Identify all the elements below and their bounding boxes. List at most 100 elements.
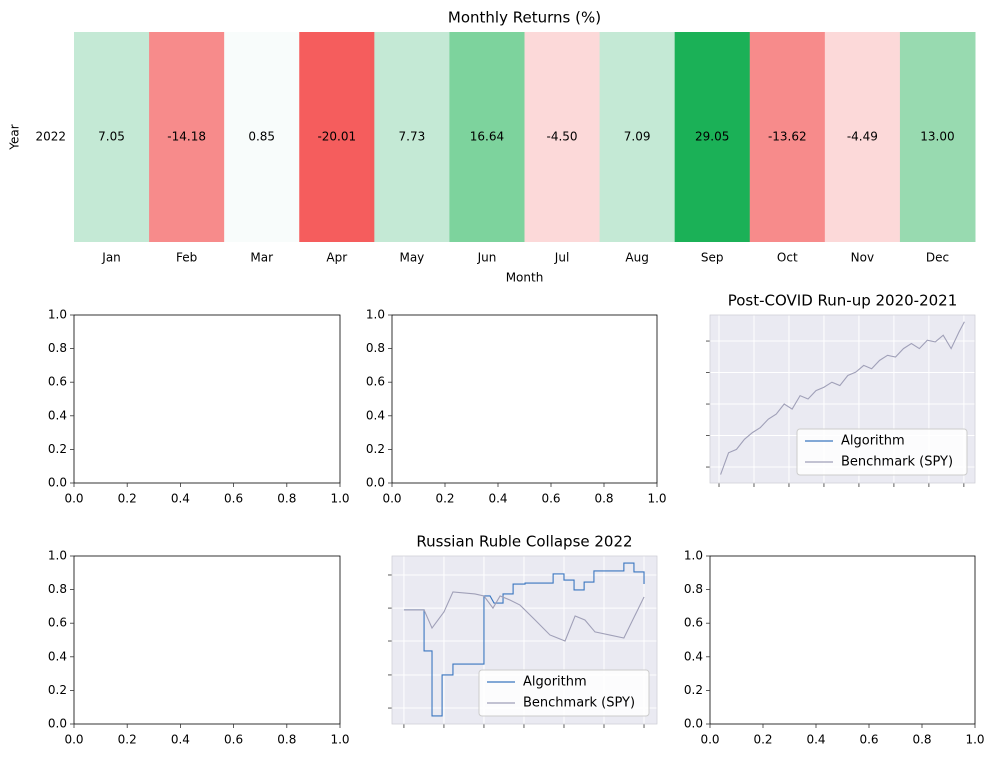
chart-title: Monthly Returns (%) bbox=[448, 9, 601, 27]
heatmap-cell bbox=[749, 32, 826, 242]
y-tick-label: 0.6 bbox=[366, 375, 385, 389]
series-line bbox=[720, 321, 965, 475]
x-tick-label: 1.0 bbox=[330, 492, 349, 506]
y-tick-label: 1.0 bbox=[48, 308, 67, 322]
y-tick-label: 2022 bbox=[35, 130, 66, 144]
heatmap-cell bbox=[74, 32, 150, 242]
x-tick-label: Dec bbox=[926, 251, 949, 265]
x-tick-label: 0.0 bbox=[700, 733, 719, 747]
y-tick-label: 0.8 bbox=[366, 341, 385, 355]
y-tick-label: 0.0 bbox=[48, 476, 67, 490]
x-tick-label: 0.0 bbox=[64, 492, 83, 506]
y-tick-label: 0.4 bbox=[48, 649, 67, 663]
x-tick-label: Feb bbox=[176, 251, 197, 265]
axes-frame bbox=[391, 314, 658, 484]
series-line bbox=[403, 562, 645, 717]
y-tick-label: 0.4 bbox=[366, 408, 385, 422]
x-tick-label: Nov bbox=[851, 251, 874, 265]
heatmap-cell bbox=[674, 32, 751, 242]
legend-box bbox=[478, 669, 650, 717]
legend-label: Algorithm bbox=[841, 434, 905, 449]
y-tick-label: 0.8 bbox=[684, 582, 703, 596]
cell-label: -4.49 bbox=[847, 130, 878, 144]
heatmap-cell bbox=[599, 32, 676, 242]
axes-frame bbox=[709, 555, 976, 725]
x-tick-label: Sep bbox=[701, 251, 724, 265]
cell-label: 7.05 bbox=[98, 130, 125, 144]
y-tick-label: 0.8 bbox=[48, 582, 67, 596]
x-tick-label: 0.8 bbox=[594, 492, 613, 506]
cell-label: 16.64 bbox=[470, 130, 504, 144]
legend-label: Benchmark (SPY) bbox=[841, 455, 953, 470]
x-tick-label: Aug bbox=[625, 251, 648, 265]
x-tick-label: 0.4 bbox=[488, 492, 507, 506]
y-axis-label: Year bbox=[8, 124, 22, 150]
y-tick-label: 0.2 bbox=[48, 683, 67, 697]
cell-label: -4.50 bbox=[547, 130, 578, 144]
y-tick-label: 1.0 bbox=[684, 549, 703, 563]
cell-label: 0.85 bbox=[248, 130, 275, 144]
x-tick-label: 0.4 bbox=[171, 733, 190, 747]
x-tick-label: Jun bbox=[477, 251, 497, 265]
heatmap-cell bbox=[824, 32, 901, 242]
heatmap-cell bbox=[374, 32, 450, 242]
x-tick-label: 0.8 bbox=[912, 733, 931, 747]
x-tick-label: 0.0 bbox=[64, 733, 83, 747]
chart-title: Russian Ruble Collapse 2022 bbox=[416, 533, 632, 551]
y-tick-label: 0.6 bbox=[48, 616, 67, 630]
y-tick-label: 1.0 bbox=[366, 308, 385, 322]
x-tick-label: Oct bbox=[777, 251, 798, 265]
x-tick-label: 0.8 bbox=[277, 492, 296, 506]
series-line bbox=[403, 591, 645, 642]
y-tick-label: 0.2 bbox=[684, 683, 703, 697]
y-tick-label: 0.2 bbox=[366, 442, 385, 456]
cell-label: -14.18 bbox=[167, 130, 206, 144]
x-tick-label: 0.4 bbox=[806, 733, 825, 747]
legend-box bbox=[796, 428, 968, 476]
x-tick-label: 1.0 bbox=[965, 733, 984, 747]
y-tick-label: 0.6 bbox=[48, 375, 67, 389]
cell-label: 7.09 bbox=[624, 130, 651, 144]
cell-label: -13.62 bbox=[768, 130, 807, 144]
y-tick-label: 0.0 bbox=[366, 476, 385, 490]
x-tick-label: May bbox=[399, 251, 424, 265]
x-tick-label: 0.8 bbox=[277, 733, 296, 747]
x-tick-label: 0.0 bbox=[382, 492, 401, 506]
y-tick-label: 0.4 bbox=[48, 408, 67, 422]
heatmap-cell bbox=[224, 32, 300, 242]
heatmap-cell bbox=[449, 32, 525, 242]
cell-label: -20.01 bbox=[317, 130, 356, 144]
x-tick-label: 0.2 bbox=[118, 492, 137, 506]
heatmap-cell bbox=[149, 32, 225, 242]
cell-label: 29.05 bbox=[695, 130, 729, 144]
y-tick-label: 0.4 bbox=[684, 649, 703, 663]
y-tick-label: 0.0 bbox=[684, 717, 703, 731]
x-tick-label: 0.2 bbox=[435, 492, 454, 506]
x-tick-label: Mar bbox=[250, 251, 273, 265]
x-tick-label: 0.6 bbox=[224, 733, 243, 747]
y-tick-label: 0.6 bbox=[684, 616, 703, 630]
y-tick-label: 0.0 bbox=[48, 717, 67, 731]
x-tick-label: 0.2 bbox=[753, 733, 772, 747]
x-tick-label: 0.4 bbox=[171, 492, 190, 506]
axes-frame bbox=[73, 555, 341, 725]
axes-frame bbox=[391, 555, 658, 725]
x-tick-label: 0.6 bbox=[224, 492, 243, 506]
x-tick-label: 1.0 bbox=[647, 492, 666, 506]
legend-label: Benchmark (SPY) bbox=[523, 696, 635, 711]
cell-label: 7.73 bbox=[399, 130, 426, 144]
x-tick-label: Jan bbox=[101, 251, 121, 265]
x-tick-label: 0.2 bbox=[118, 733, 137, 747]
y-tick-label: 0.2 bbox=[48, 442, 67, 456]
y-tick-label: 1.0 bbox=[48, 549, 67, 563]
chart-title: Post-COVID Run-up 2020-2021 bbox=[728, 292, 958, 310]
legend-label: Algorithm bbox=[523, 675, 587, 690]
x-tick-label: 0.6 bbox=[859, 733, 878, 747]
heatmap-cell bbox=[524, 32, 601, 242]
axes-frame bbox=[709, 314, 976, 484]
x-tick-label: 1.0 bbox=[330, 733, 349, 747]
axes-frame bbox=[73, 314, 341, 484]
x-tick-label: 0.6 bbox=[541, 492, 560, 506]
